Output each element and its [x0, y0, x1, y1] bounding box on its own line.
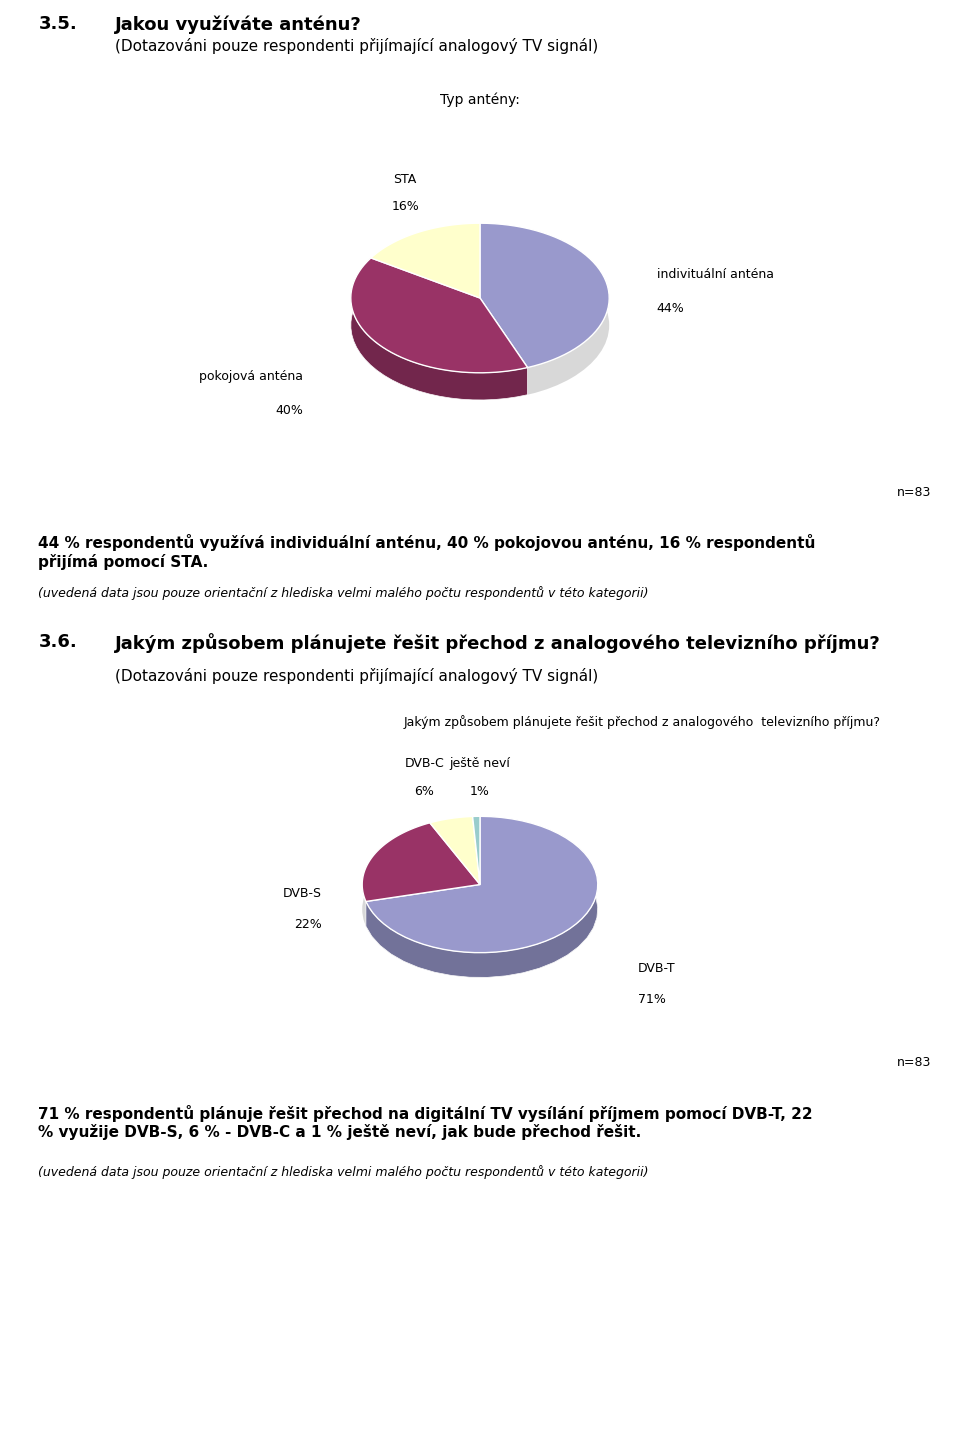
Ellipse shape [350, 250, 610, 401]
Text: (uvedená data jsou pouze orientační z hlediska velmi malého počtu respondentů v : (uvedená data jsou pouze orientační z hl… [38, 586, 649, 600]
Text: 16%: 16% [392, 200, 420, 213]
Text: 71 % respondentů plánuje řešit přechod na digitální TV vysílání příjmem pomocí D: 71 % respondentů plánuje řešit přechod n… [38, 1104, 813, 1140]
Text: DVB-S: DVB-S [283, 887, 322, 900]
Text: n=83: n=83 [897, 485, 931, 498]
Text: ještě neví: ještě neví [449, 757, 511, 770]
Text: indivituální anténa: indivituální anténa [657, 267, 774, 280]
Text: Jakým způsobem plánujete řešit přechod z analogového  televizního příjmu?: Jakým způsobem plánujete řešit přechod z… [403, 715, 880, 729]
Text: 71%: 71% [638, 992, 666, 1005]
Text: 6%: 6% [415, 784, 434, 798]
Text: 44 % respondentů využívá individuální anténu, 40 % pokojovou anténu, 16 % respon: 44 % respondentů využívá individuální an… [38, 534, 816, 570]
Polygon shape [472, 816, 480, 885]
Polygon shape [351, 258, 528, 401]
Text: 44%: 44% [657, 302, 684, 314]
Text: Jakou využíváte anténu?: Jakou využíváte anténu? [115, 14, 362, 33]
Polygon shape [430, 817, 480, 885]
Ellipse shape [362, 841, 598, 978]
Polygon shape [480, 223, 610, 368]
Text: DVB-T: DVB-T [638, 962, 676, 975]
Text: 3.6.: 3.6. [38, 633, 77, 652]
Text: pokojová anténa: pokojová anténa [200, 369, 303, 383]
Text: n=83: n=83 [897, 1055, 931, 1068]
Text: Jakým způsobem plánujete řešit přechod z analogového televizního příjmu?: Jakým způsobem plánujete řešit přechod z… [115, 633, 881, 653]
Polygon shape [366, 816, 598, 978]
Polygon shape [350, 258, 528, 373]
Text: 40%: 40% [276, 404, 303, 416]
Text: 1%: 1% [470, 784, 490, 798]
Polygon shape [362, 823, 480, 902]
Text: (uvedená data jsou pouze orientační z hlediska velmi malého počtu respondentů v : (uvedená data jsou pouze orientační z hl… [38, 1165, 649, 1179]
Text: 3.5.: 3.5. [38, 14, 77, 33]
Text: STA: STA [394, 172, 417, 185]
Text: DVB-C: DVB-C [404, 757, 444, 770]
Text: Typ antény:: Typ antény: [440, 93, 520, 108]
Text: (Dotazováni pouze respondenti přijímající analogový TV signál): (Dotazováni pouze respondenti přijímajíc… [115, 37, 598, 55]
Polygon shape [371, 223, 480, 299]
Polygon shape [366, 816, 598, 952]
Text: (Dotazováni pouze respondenti přijímající analogový TV signál): (Dotazováni pouze respondenti přijímajíc… [115, 669, 598, 685]
Text: 22%: 22% [294, 918, 322, 932]
